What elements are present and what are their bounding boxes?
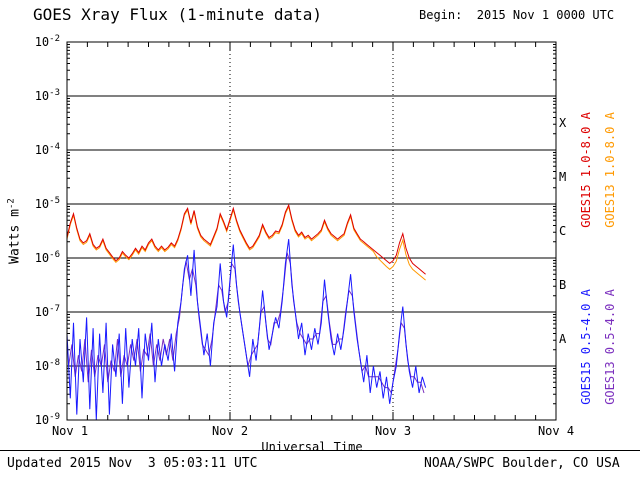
- flux-class-letter-c: C: [559, 224, 567, 238]
- series-goes15-1.0-8.0-a: [67, 203, 426, 275]
- y-tick-label: 10-9: [34, 412, 60, 427]
- series-goes15-0.5-4.0-a: [67, 239, 427, 420]
- data-source-credit: NOAA/SWPC Boulder, CO USA: [424, 456, 620, 471]
- y-tick-label: 10-6: [34, 250, 60, 265]
- y-tick-label: 10-8: [34, 358, 60, 373]
- y-axis-label: Watts m-2: [6, 198, 23, 264]
- y-tick-label: 10-4: [34, 142, 60, 157]
- y-tick-label: 10-5: [34, 196, 60, 211]
- flux-class-letter-a: A: [559, 332, 567, 346]
- y-tick-label: 10-7: [34, 304, 60, 319]
- flux-class-letter-b: B: [559, 278, 567, 292]
- x-tick-label: Nov 3: [374, 424, 412, 438]
- legend-goes15-short: GOES15 0.5-4.0 A: [579, 289, 593, 405]
- legend-goes13-long: GOES13 1.0-8.0 A: [603, 112, 617, 228]
- series-goes13-1.0-8.0-a: [67, 205, 426, 281]
- legend-goes13-short: GOES13 0.5-4.0 A: [603, 289, 617, 405]
- y-tick-label: 10-3: [34, 88, 60, 103]
- y-tick-label: 10-2: [34, 34, 60, 49]
- footer-divider: [0, 450, 640, 451]
- begin-time-label: Begin: 2015 Nov 1 0000 UTC: [419, 8, 615, 22]
- x-tick-label: Nov 2: [211, 424, 249, 438]
- x-axis-label: Universal Time: [261, 440, 363, 454]
- plot-border: [66, 41, 557, 421]
- flux-class-letter-x: X: [559, 116, 567, 130]
- chart-title: GOES Xray Flux (1-minute data): [33, 5, 322, 24]
- legend-goes15-long: GOES15 1.0-8.0 A: [579, 112, 593, 228]
- updated-timestamp: Updated 2015 Nov 3 05:03:11 UTC: [7, 456, 258, 471]
- x-tick-label: Nov 1: [51, 424, 89, 438]
- series-goes13-0.5-4.0-a: [68, 252, 425, 395]
- x-tick-label: Nov 4: [537, 424, 575, 438]
- series-group: [67, 203, 427, 420]
- flux-class-letter-m: M: [559, 170, 567, 184]
